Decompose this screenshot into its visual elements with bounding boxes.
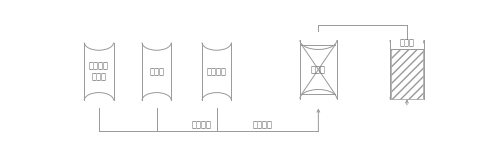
- Bar: [202, 43, 231, 100]
- Text: 新茐酸铝: 新茐酸铝: [207, 67, 227, 76]
- Bar: [142, 43, 171, 100]
- Bar: [390, 40, 424, 99]
- Text: 预混釜: 预混釜: [311, 65, 326, 74]
- Text: 倍半乙基
氯化铝: 倍半乙基 氯化铝: [89, 61, 109, 81]
- Bar: [84, 43, 113, 100]
- Bar: [391, 40, 423, 49]
- Text: 静态混合: 静态混合: [253, 121, 273, 130]
- Bar: [391, 49, 423, 99]
- Text: 氢化铝: 氢化铝: [149, 67, 164, 76]
- Text: 聚合釜: 聚合釜: [399, 39, 414, 47]
- Bar: [300, 40, 337, 99]
- Text: 静态混合: 静态混合: [192, 121, 211, 130]
